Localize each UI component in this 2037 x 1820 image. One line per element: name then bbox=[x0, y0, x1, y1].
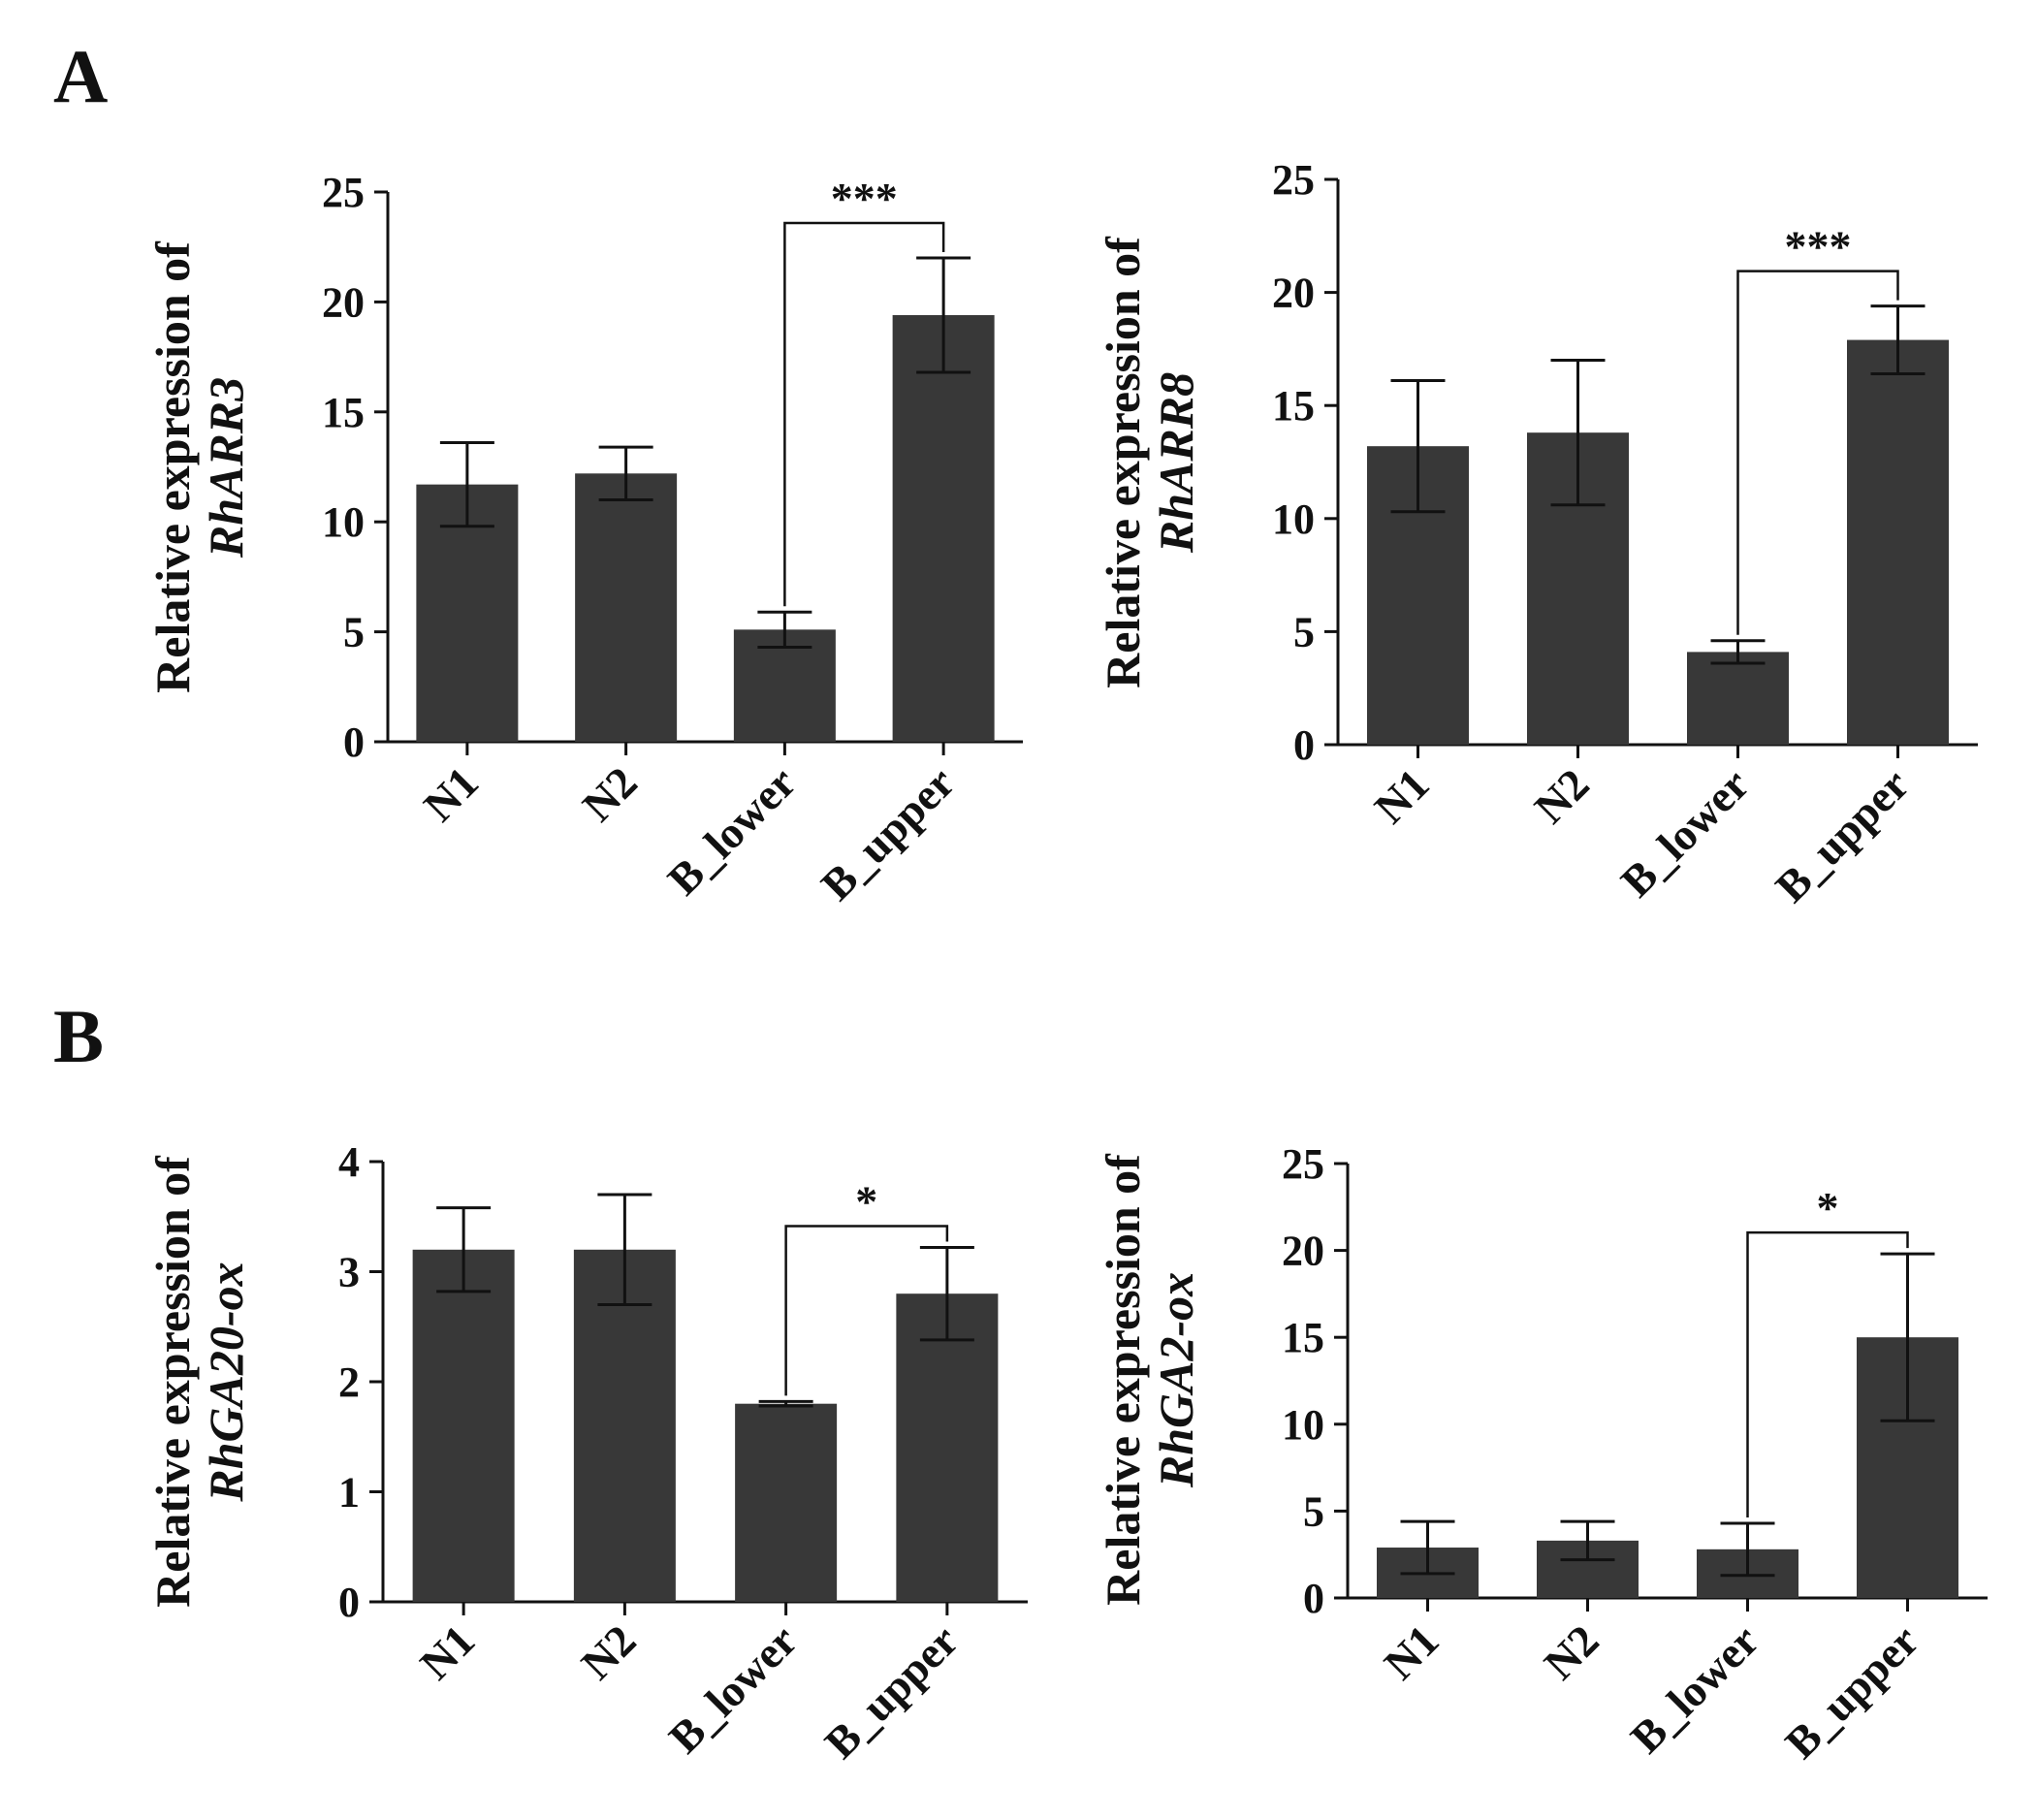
chart-0-category-label-B_lower: B_lower bbox=[658, 757, 806, 905]
chart-3-y-tick-label: 10 bbox=[1282, 1401, 1324, 1449]
chart-0-bar-N2 bbox=[575, 473, 678, 742]
chart-0-y-tick-label: 20 bbox=[322, 278, 365, 326]
chart-1-y-tick-label: 25 bbox=[1272, 156, 1315, 204]
chart-rharr3: 0 5 10 15 20 25 N1 N2 B_lower B_upper *** Relative … bbox=[145, 169, 1023, 910]
chart-2-category-label-N2: N2 bbox=[572, 1615, 646, 1689]
chart-1-y-tick-label: 5 bbox=[1293, 608, 1315, 655]
chart-1-significance-bracket bbox=[1736, 270, 1899, 635]
chart-0-y-tick-label: 10 bbox=[322, 498, 365, 546]
chart-2-bar-N1 bbox=[412, 1249, 515, 1602]
chart-0-significance-bracket bbox=[783, 221, 945, 607]
chart-2-bar-B_lower bbox=[735, 1403, 838, 1602]
chart-1-bar-B_upper bbox=[1847, 339, 1949, 745]
chart-0-category-label-B_upper: B_upper bbox=[812, 757, 964, 910]
chart-3-y-tick-label: 25 bbox=[1282, 1140, 1324, 1188]
chart-1-y-tick-label: 15 bbox=[1272, 382, 1315, 430]
chart-0-bar-B_upper bbox=[892, 315, 995, 742]
chart-0-category-label-N2: N2 bbox=[573, 757, 647, 831]
chart-2-bar-N2 bbox=[573, 1249, 676, 1602]
chart-1-significance-label: *** bbox=[1785, 222, 1852, 271]
chart-2-y-axis-label: Relative expression ofRhGA20-ox bbox=[145, 1155, 253, 1608]
chart-0-category-label-N1: N1 bbox=[414, 757, 488, 831]
chart-rhga20-ox: 0 1 2 3 4 N1 N2 B_lower B_upper * Relative express… bbox=[145, 1138, 1028, 1768]
chart-2-y-tick-label: 3 bbox=[338, 1249, 360, 1296]
chart-1-y-axis-label-line1: Relative expression of bbox=[1096, 236, 1150, 688]
chart-2-y-tick-label: 0 bbox=[338, 1579, 360, 1626]
chart-3-y-tick-label: 20 bbox=[1282, 1228, 1324, 1275]
chart-0-y-tick-label: 25 bbox=[322, 169, 365, 216]
chart-3-significance-label: * bbox=[1817, 1183, 1839, 1232]
chart-3-category-label-B_lower: B_lower bbox=[1621, 1615, 1768, 1763]
chart-0-y-tick-label: 15 bbox=[322, 389, 365, 436]
chart-1-y-tick-label: 10 bbox=[1272, 495, 1315, 543]
chart-1-y-tick-label: 0 bbox=[1293, 721, 1315, 769]
panel-letter-b: B bbox=[53, 994, 104, 1078]
chart-2-category-label-N1: N1 bbox=[410, 1615, 484, 1689]
chart-0-y-tick-label: 5 bbox=[343, 609, 365, 656]
chart-2-significance-bracket bbox=[784, 1225, 949, 1396]
chart-0-y-tick-label: 0 bbox=[343, 718, 365, 766]
panel-letter-a: A bbox=[53, 34, 108, 118]
chart-2-bar-B_upper bbox=[896, 1293, 999, 1602]
chart-3-y-axis-label: Relative expression ofRhGA2-ox bbox=[1096, 1153, 1203, 1606]
chart-2-significance-label: * bbox=[855, 1177, 877, 1227]
chart-3-y-tick-label: 15 bbox=[1282, 1314, 1324, 1361]
chart-3-category-label-N1: N1 bbox=[1375, 1615, 1448, 1689]
chart-2-y-tick-label: 2 bbox=[338, 1358, 360, 1406]
chart-3-category-label-B_upper: B_upper bbox=[1775, 1615, 1927, 1768]
chart-3-y-axis-label-line1: Relative expression of bbox=[1096, 1153, 1150, 1606]
chart-3-y-tick-label: 5 bbox=[1303, 1487, 1324, 1535]
chart-3-y-tick-label: 0 bbox=[1303, 1575, 1324, 1622]
chart-1-category-label-B_lower: B_lower bbox=[1611, 759, 1759, 907]
chart-1-bar-B_lower bbox=[1687, 652, 1789, 745]
chart-0-significance-label: *** bbox=[831, 174, 898, 223]
chart-1-category-label-N1: N1 bbox=[1365, 759, 1439, 833]
chart-0-y-axis-label-line1: Relative expression of bbox=[145, 240, 200, 693]
chart-rhga2-ox: 0 5 10 15 20 25 N1 N2 B_lower B_upper * Relative ex… bbox=[1096, 1140, 1988, 1768]
chart-1-y-axis-label: Relative expression ofRhARR8 bbox=[1096, 236, 1203, 688]
chart-3-significance-bracket bbox=[1746, 1230, 1909, 1517]
chart-2-category-label-B_upper: B_upper bbox=[815, 1615, 968, 1768]
chart-2-y-tick-label: 4 bbox=[338, 1138, 360, 1186]
chart-1-category-label-N2: N2 bbox=[1525, 759, 1599, 833]
chart-rharr8: 0 5 10 15 20 25 N1 N2 B_lower B_upper *** Relative … bbox=[1096, 156, 1978, 911]
chart-3-category-label-N2: N2 bbox=[1535, 1615, 1608, 1689]
chart-1-category-label-B_upper: B_upper bbox=[1766, 759, 1918, 911]
chart-0-y-axis-label-gene: RhARR3 bbox=[199, 377, 253, 559]
chart-2-y-tick-label: 1 bbox=[338, 1469, 360, 1517]
chart-1-y-tick-label: 20 bbox=[1272, 270, 1315, 317]
chart-2-category-label-B_lower: B_lower bbox=[659, 1615, 807, 1763]
chart-1-y-axis-label-gene: RhARR8 bbox=[1149, 372, 1203, 554]
chart-2-y-axis-label-line1: Relative expression of bbox=[145, 1155, 200, 1608]
chart-3-y-axis-label-gene: RhGA2-ox bbox=[1149, 1272, 1203, 1488]
chart-0-y-axis-label: Relative expression ofRhARR3 bbox=[145, 240, 253, 693]
chart-2-y-axis-label-gene: RhGA20-ox bbox=[199, 1261, 253, 1502]
